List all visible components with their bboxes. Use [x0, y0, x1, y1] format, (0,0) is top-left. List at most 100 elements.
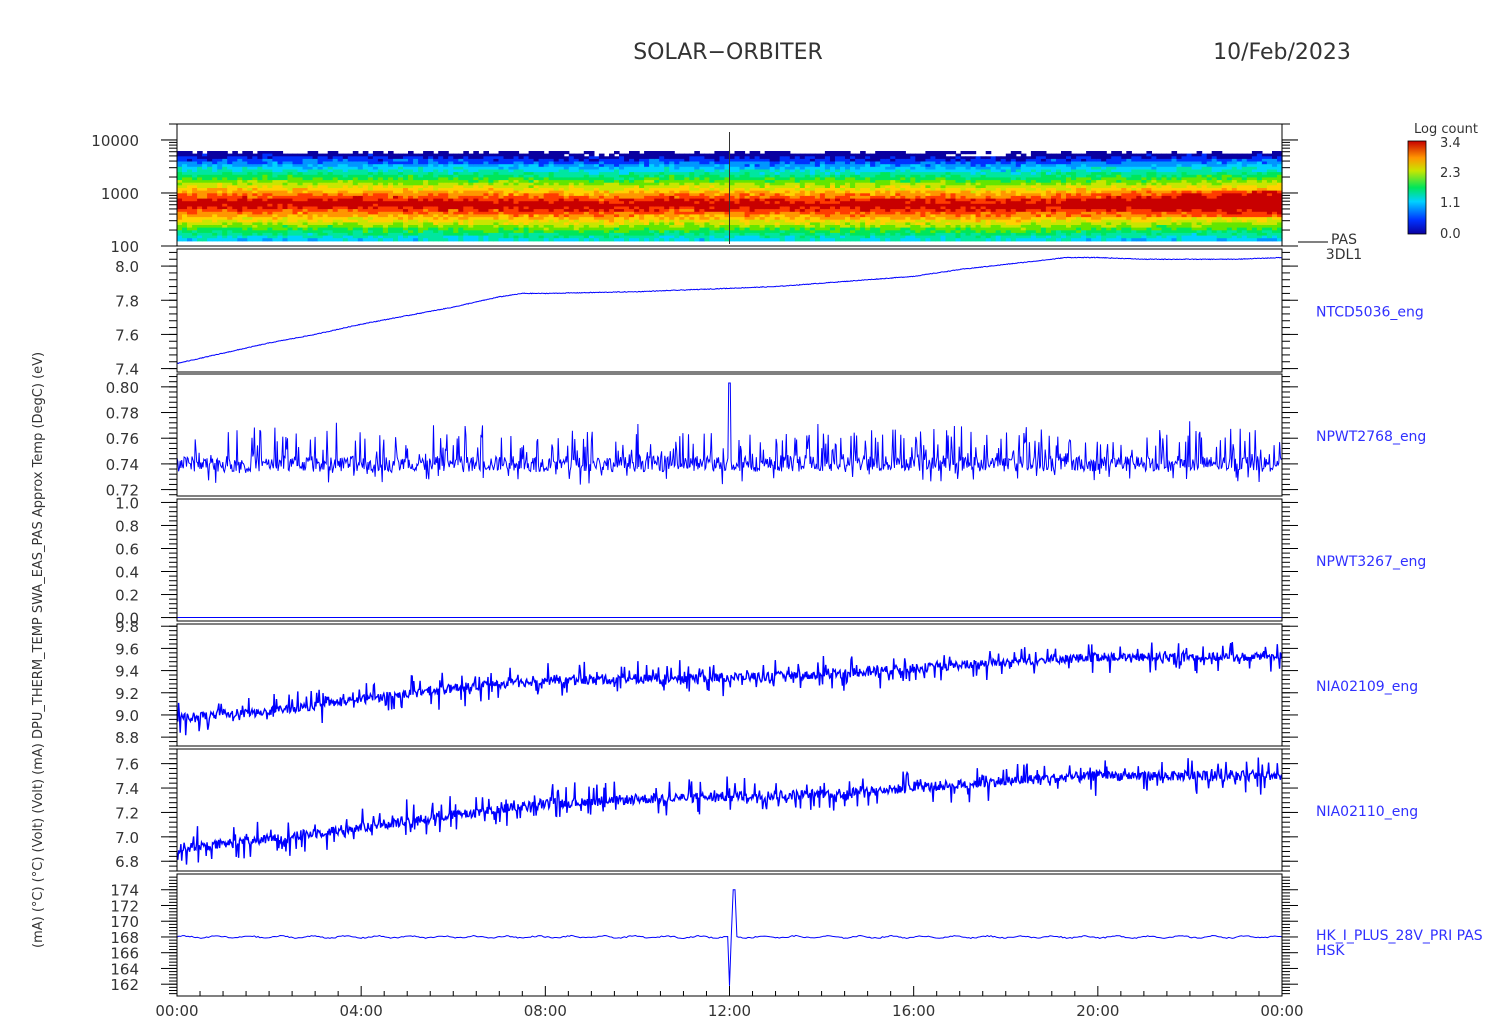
spectrogram-cell: [408, 188, 414, 192]
spectrogram-cell: [689, 198, 695, 202]
spectrogram-cell: [262, 164, 268, 168]
spectrogram-cell: [669, 182, 675, 186]
spectrogram-cell: [719, 190, 726, 194]
spectrogram-cell: [418, 222, 424, 226]
spectrogram-cell: [458, 225, 464, 229]
spectrogram-cell: [548, 182, 555, 186]
spectrogram-cell: [192, 177, 198, 181]
spectrogram-cell: [689, 211, 695, 215]
spectrogram-cell: [237, 238, 243, 242]
spectrogram-cell: [598, 188, 605, 192]
spectrogram-cell: [840, 193, 846, 197]
spectrogram-cell: [508, 156, 515, 160]
spectrogram-cell: [182, 214, 188, 218]
spectrogram-cell: [252, 235, 258, 239]
spectrogram-cell: [614, 169, 620, 173]
spectrogram-cell: [463, 172, 469, 176]
spectrogram-cell: [729, 219, 736, 223]
spectrogram-cell: [684, 161, 690, 165]
spectrogram-cell: [629, 153, 635, 157]
spectrogram-cell: [503, 156, 510, 160]
spectrogram-cell: [830, 225, 836, 229]
spectrogram-cell: [629, 198, 635, 202]
spectrogram-cell: [297, 188, 304, 192]
spectrogram-cell: [578, 185, 585, 189]
spectrogram-cell: [443, 206, 449, 210]
spectrogram-cell: [910, 180, 916, 184]
spectrogram-cell: [885, 211, 891, 215]
spectrogram-cell: [709, 230, 715, 234]
spectrogram-cell: [789, 238, 796, 242]
spectrogram-cell: [322, 227, 329, 231]
spectrogram-cell: [357, 238, 364, 242]
spectrogram-cell: [242, 169, 248, 173]
spectrogram-cell: [769, 201, 776, 205]
spectrogram-cell: [327, 232, 334, 237]
spectrogram-cell: [463, 166, 469, 170]
spectrogram-cell: [227, 156, 233, 160]
spectrogram-cell: [568, 203, 575, 207]
spectrogram-cell: [207, 222, 213, 226]
spectrogram-cell: [413, 225, 419, 229]
spectrogram-cell: [508, 174, 515, 178]
spectrogram-cell: [573, 198, 580, 202]
spectrogram-cell: [468, 206, 474, 210]
spectrogram-cell: [880, 166, 886, 170]
spectrogram-cell: [222, 182, 228, 186]
spectrogram-cell: [277, 161, 284, 165]
spectrogram-cell: [664, 201, 670, 205]
spectrogram-cell: [327, 198, 334, 202]
spectrogram-cell: [729, 169, 736, 173]
spectrogram-cell: [468, 158, 474, 163]
spectrogram-cell: [764, 153, 771, 157]
spectrogram-cell: [503, 211, 510, 215]
spectrogram-cell: [639, 188, 645, 192]
spectrogram-cell: [312, 193, 319, 197]
spectrogram-cell: [629, 206, 635, 210]
spectrogram-cell: [277, 177, 284, 181]
spectrogram-cell: [192, 203, 198, 207]
spectrogram-cell: [759, 198, 766, 202]
spectrogram-cell: [272, 232, 278, 237]
spectrogram-cell: [614, 211, 620, 215]
spectrogram-cell: [242, 151, 248, 155]
spectrogram-cell: [433, 161, 439, 165]
spectrogram-cell: [830, 232, 836, 237]
spectrogram-cell: [403, 222, 409, 226]
spectrogram-cell: [292, 193, 299, 197]
spectrogram-cell: [192, 209, 198, 213]
spectrogram-cell: [609, 235, 615, 239]
spectrogram-cell: [769, 174, 776, 178]
spectrogram-cell: [382, 198, 389, 202]
spectrogram-cell: [282, 174, 289, 178]
spectrogram-cell: [182, 230, 188, 234]
spectrogram-cell: [578, 169, 585, 173]
spectrogram-cell: [845, 219, 851, 223]
spectrogram-cell: [583, 230, 590, 234]
spectrogram-cell: [639, 214, 645, 218]
spectrogram-cell: [629, 177, 635, 181]
spectrogram-cell: [297, 177, 304, 181]
spectrogram-cell: [769, 198, 776, 202]
spectrogram-cell: [573, 225, 580, 229]
spectrogram-cell: [533, 153, 540, 157]
spectrogram-cell: [573, 217, 580, 221]
spectrogram-cell: [915, 209, 921, 213]
spectrogram-cell: [352, 161, 359, 165]
spectrogram-cell: [538, 172, 545, 176]
spectrogram-cell: [438, 164, 444, 168]
spectrogram-cell: [342, 158, 349, 163]
spectrogram-cell: [739, 182, 746, 186]
spectrogram-cell: [659, 188, 665, 192]
spectrogram-cell: [403, 238, 409, 242]
spectrogram-cell: [588, 158, 595, 163]
spectrogram-cell: [533, 201, 540, 205]
spectrogram-cell: [804, 182, 811, 186]
spectrogram-cell: [714, 185, 720, 189]
spectrogram-cell: [744, 209, 751, 213]
spectrogram-cell: [634, 193, 640, 197]
spectrogram-cell: [287, 222, 294, 226]
spectrogram-cell: [900, 169, 906, 173]
spectrogram-cell: [704, 177, 710, 181]
spectrogram-cell: [830, 201, 836, 205]
